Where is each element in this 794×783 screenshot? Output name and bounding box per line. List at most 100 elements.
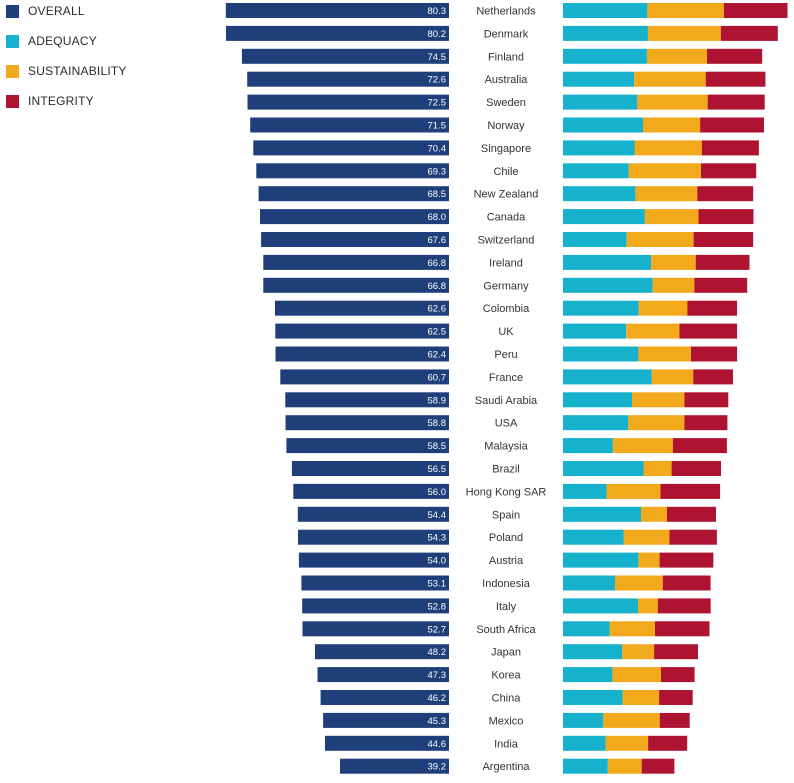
sustainability-bar-sweden bbox=[637, 94, 708, 110]
integrity-bar-brazil bbox=[671, 461, 721, 476]
integrity-bar-indonesia bbox=[662, 575, 711, 591]
adequacy-bar-brazil bbox=[563, 461, 644, 476]
sustainability-bar-china bbox=[622, 690, 660, 705]
country-label-indonesia: Indonesia bbox=[482, 578, 531, 590]
integrity-bar-peru bbox=[690, 346, 738, 362]
sustainability-bar-austria bbox=[638, 552, 660, 568]
integrity-bar-france bbox=[693, 369, 733, 385]
adequacy-bar-colombia bbox=[563, 300, 639, 316]
overall-bar-new-zealand bbox=[258, 186, 449, 202]
integrity-bar-finland bbox=[707, 48, 763, 64]
adequacy-bar-usa bbox=[563, 415, 629, 431]
country-label-italy: Italy bbox=[496, 601, 517, 613]
adequacy-bar-denmark bbox=[563, 25, 648, 41]
country-label-hong-kong-sar: Hong Kong SAR bbox=[466, 486, 547, 498]
overall-value-label-spain: 54.4 bbox=[428, 510, 447, 521]
integrity-bar-australia bbox=[705, 71, 766, 87]
adequacy-bar-netherlands bbox=[563, 3, 648, 18]
overall-value-label-finland: 74.5 bbox=[428, 52, 447, 63]
overall-value-label-japan: 48.2 bbox=[428, 647, 447, 658]
overall-bar-japan bbox=[315, 644, 449, 660]
adequacy-bar-new-zealand bbox=[563, 186, 636, 202]
integrity-bar-ireland bbox=[695, 254, 750, 270]
adequacy-bar-austria bbox=[563, 552, 639, 568]
overall-value-label-switzerland: 67.6 bbox=[428, 235, 447, 246]
overall-bar-italy bbox=[302, 598, 449, 614]
integrity-bar-hong-kong-sar bbox=[660, 483, 721, 499]
integrity-bar-canada bbox=[698, 209, 754, 225]
country-label-malaysia: Malaysia bbox=[484, 441, 528, 453]
adequacy-bar-spain bbox=[563, 506, 641, 522]
legend-item-adequacy: ADEQUACY bbox=[6, 33, 97, 49]
overall-bar-denmark bbox=[226, 25, 449, 41]
overall-value-label-sweden: 72.5 bbox=[428, 98, 447, 109]
country-label-denmark: Denmark bbox=[484, 28, 529, 40]
overall-value-label-canada: 68.0 bbox=[428, 212, 447, 223]
overall-bar-india bbox=[325, 735, 449, 751]
integrity-bar-uk bbox=[679, 323, 738, 339]
integrity-bar-chile bbox=[701, 163, 757, 179]
integrity-bar-usa bbox=[684, 415, 728, 431]
country-label-norway: Norway bbox=[487, 120, 525, 132]
overall-bar-finland bbox=[241, 48, 449, 64]
overall-value-label-poland: 54.3 bbox=[428, 533, 447, 544]
integrity-bar-germany bbox=[694, 277, 748, 293]
integrity-bar-south-africa bbox=[655, 621, 710, 637]
overall-value-label-italy: 52.8 bbox=[428, 601, 447, 612]
sustainability-bar-south-africa bbox=[609, 621, 655, 637]
legend-swatch-overall bbox=[6, 4, 19, 18]
sustainability-bar-netherlands bbox=[647, 3, 724, 18]
overall-bar-australia bbox=[247, 71, 449, 87]
legend-item-overall: OVERALL bbox=[6, 3, 85, 19]
sustainability-bar-chile bbox=[628, 163, 701, 179]
country-label-ireland: Ireland bbox=[489, 257, 523, 269]
overall-value-label-usa: 58.8 bbox=[428, 418, 447, 429]
overall-value-label-netherlands: 80.3 bbox=[428, 6, 447, 17]
sustainability-bar-new-zealand bbox=[635, 186, 698, 202]
integrity-bar-spain bbox=[667, 506, 716, 522]
adequacy-bar-singapore bbox=[563, 140, 635, 156]
integrity-bar-china bbox=[659, 690, 693, 705]
adequacy-bar-uk bbox=[563, 323, 627, 339]
overall-bar-spain bbox=[297, 506, 449, 522]
adequacy-bar-australia bbox=[563, 71, 635, 87]
sustainability-bar-switzerland bbox=[626, 232, 694, 247]
adequacy-bar-japan bbox=[563, 644, 623, 660]
integrity-bar-korea bbox=[661, 667, 695, 683]
adequacy-bar-mexico bbox=[563, 712, 604, 728]
overall-value-label-brazil: 56.5 bbox=[428, 464, 447, 475]
integrity-bar-netherlands bbox=[723, 3, 788, 18]
sustainability-bar-finland bbox=[647, 48, 707, 64]
country-label-china: China bbox=[492, 693, 522, 705]
country-label-australia: Australia bbox=[485, 74, 529, 86]
overall-value-label-singapore: 70.4 bbox=[428, 143, 447, 154]
sustainability-bar-japan bbox=[622, 644, 655, 660]
integrity-bar-norway bbox=[700, 117, 764, 133]
sustainability-bar-indonesia bbox=[615, 575, 663, 591]
integrity-bar-saudi-arabia bbox=[684, 392, 729, 408]
sustainability-bar-peru bbox=[638, 346, 691, 362]
legend-label-sustainability: SUSTAINABILITY bbox=[28, 64, 127, 78]
adequacy-bar-south-africa bbox=[563, 621, 610, 637]
country-label-poland: Poland bbox=[489, 532, 523, 544]
overall-value-label-korea: 47.3 bbox=[428, 670, 447, 681]
sustainability-bar-malaysia bbox=[612, 438, 673, 454]
integrity-bar-japan bbox=[654, 644, 698, 660]
legend-swatch-integrity bbox=[6, 94, 19, 108]
legend-item-sustainability: SUSTAINABILITY bbox=[6, 63, 127, 79]
sustainability-bar-singapore bbox=[634, 140, 702, 156]
overall-bar-singapore bbox=[253, 140, 449, 156]
adequacy-bar-poland bbox=[563, 529, 624, 545]
overall-value-label-argentina: 39.2 bbox=[428, 762, 447, 773]
integrity-bar-india bbox=[648, 735, 688, 751]
overall-bar-poland bbox=[298, 529, 449, 545]
country-label-usa: USA bbox=[495, 418, 518, 430]
overall-bar-canada bbox=[260, 209, 449, 225]
integrity-bar-sweden bbox=[707, 94, 765, 110]
adequacy-bar-argentina bbox=[563, 758, 608, 774]
overall-bar-korea bbox=[317, 667, 449, 683]
country-label-uk: UK bbox=[498, 326, 514, 338]
overall-bar-peru bbox=[275, 346, 449, 362]
sustainability-bar-germany bbox=[652, 277, 695, 293]
